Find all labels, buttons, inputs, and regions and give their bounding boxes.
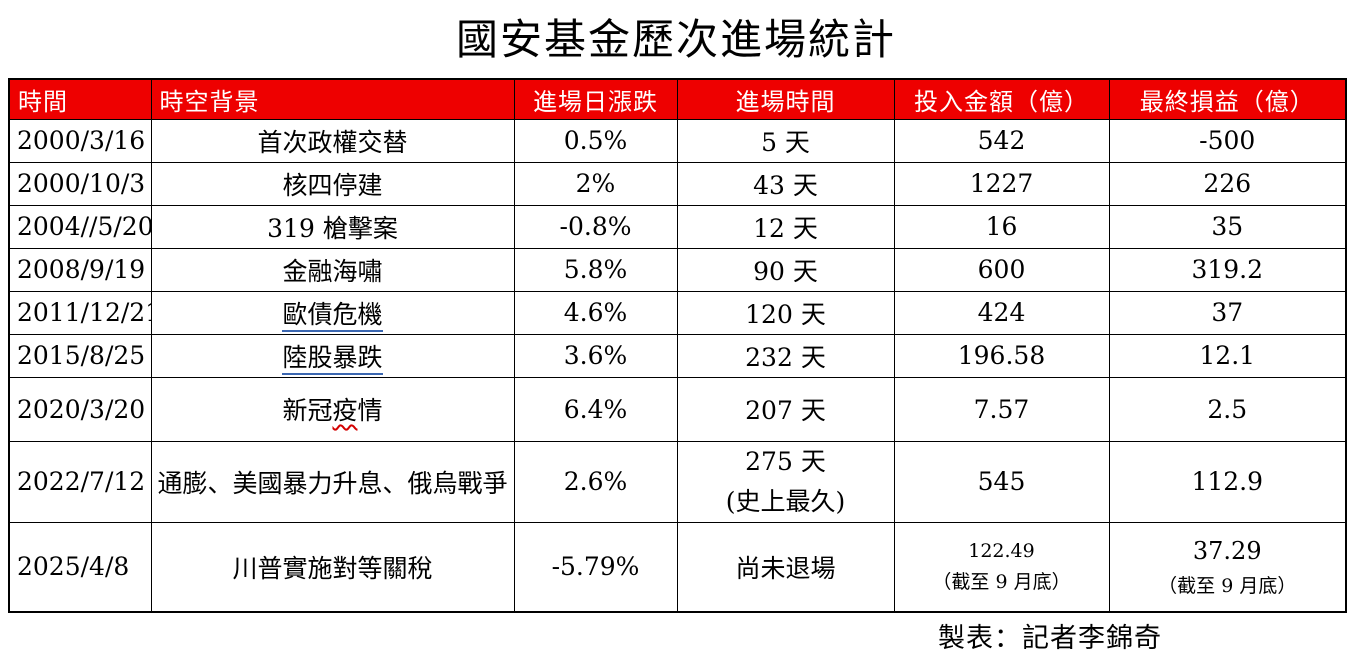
- table-row-2000-10-3: 2000/10/3 核四停建 2% 43 天 1227 226: [8, 161, 1347, 206]
- cell-profit: 2.5: [1108, 376, 1347, 442]
- cell-profit: 37.29 （截至 9 月底）: [1108, 521, 1347, 613]
- cell-amount: 600: [893, 247, 1110, 292]
- col-header-final-profit: 最終損益（億）: [1108, 78, 1347, 120]
- cell-duration: 232 天: [676, 333, 895, 378]
- cell-background: 金融海嘯: [150, 247, 515, 292]
- amount-note: （截至 9 月底）: [932, 570, 1071, 593]
- profit-value: 37.29: [1192, 537, 1262, 566]
- cell-amount: 16: [893, 204, 1110, 249]
- link-china-stock-crash[interactable]: 陸股暴跌: [282, 342, 383, 375]
- cell-day-change: 5.8%: [513, 247, 678, 292]
- table-row-2008-9-19: 2008/9/19 金融海嘯 5.8% 90 天 600 319.2: [8, 247, 1347, 292]
- table-row-2011-12-21: 2011/12/21 歐債危機 4.6% 120 天 424 37: [8, 290, 1347, 335]
- cell-amount: 542: [893, 118, 1110, 163]
- cell-profit: 112.9: [1108, 440, 1347, 523]
- cell-duration: 5 天: [676, 118, 895, 163]
- profit-note: （截至 9 月底）: [1158, 574, 1297, 597]
- table-row-2020-3-20: 2020/3/20 新冠疫情 6.4% 207 天 7.57 2.5: [8, 376, 1347, 442]
- cell-duration: 275 天 (史上最久): [676, 440, 895, 523]
- cell-duration: 90 天: [676, 247, 895, 292]
- cell-background: 319 槍擊案: [150, 204, 515, 249]
- cell-profit: 12.1: [1108, 333, 1347, 378]
- col-header-entry-day-change: 進場日漲跌: [513, 78, 678, 120]
- cell-amount: 1227: [893, 161, 1110, 206]
- cell-amount: 545: [893, 440, 1110, 523]
- cell-day-change: 6.4%: [513, 376, 678, 442]
- cell-date: 2008/9/19: [8, 247, 152, 292]
- nsf-entry-stats-table: 時間 時空背景 進場日漲跌 進場時間 投入金額（億） 最終損益（億） 2000/…: [8, 78, 1347, 613]
- cell-amount: 196.58: [893, 333, 1110, 378]
- cell-duration: 12 天: [676, 204, 895, 249]
- cell-background: 陸股暴跌: [150, 333, 515, 378]
- col-header-entry-duration: 進場時間: [676, 78, 895, 120]
- cell-duration: 120 天: [676, 290, 895, 335]
- cell-day-change: 2.6%: [513, 440, 678, 523]
- cell-duration: 207 天: [676, 376, 895, 442]
- spellcheck-squiggle: 疫: [332, 396, 358, 425]
- cell-date: 2022/7/12: [8, 440, 152, 523]
- cell-day-change: -0.8%: [513, 204, 678, 249]
- cell-date: 2011/12/21: [8, 290, 152, 335]
- cell-profit: 37: [1108, 290, 1347, 335]
- table-row-2015-8-25: 2015/8/25 陸股暴跌 3.6% 232 天 196.58 12.1: [8, 333, 1347, 378]
- col-header-amount-invested: 投入金額（億）: [893, 78, 1110, 120]
- link-euro-debt-crisis[interactable]: 歐債危機: [282, 299, 383, 332]
- cell-day-change: 0.5%: [513, 118, 678, 163]
- cell-background: 新冠疫情: [150, 376, 515, 442]
- cell-profit: -500: [1108, 118, 1347, 163]
- cell-day-change: 2%: [513, 161, 678, 206]
- duration-note: (史上最久): [725, 486, 846, 516]
- cell-profit: 226: [1108, 161, 1347, 206]
- table-row-2025-4-8: 2025/4/8 川普實施對等關稅 -5.79% 尚未退場 122.49 （截至…: [8, 521, 1347, 613]
- amount-value: 122.49: [968, 540, 1035, 563]
- credit-line: 製表：記者李錦奇: [938, 623, 1162, 654]
- cell-background: 通膨、美國暴力升息、俄烏戰爭: [150, 440, 515, 523]
- cell-profit: 319.2: [1108, 247, 1347, 292]
- col-header-background: 時空背景: [150, 78, 515, 120]
- cell-background: 核四停建: [150, 161, 515, 206]
- cell-date: 2004//5/20: [8, 204, 152, 249]
- cell-background: 歐債危機: [150, 290, 515, 335]
- table-row-2022-7-12: 2022/7/12 通膨、美國暴力升息、俄烏戰爭 2.6% 275 天 (史上最…: [8, 440, 1347, 523]
- cell-date: 2015/8/25: [8, 333, 152, 378]
- col-header-time: 時間: [8, 78, 152, 120]
- table-row-2004-5-20: 2004//5/20 319 槍擊案 -0.8% 12 天 16 35: [8, 204, 1347, 249]
- cell-amount: 424: [893, 290, 1110, 335]
- cell-day-change: -5.79%: [513, 521, 678, 613]
- cell-date: 2000/10/3: [8, 161, 152, 206]
- cell-date: 2020/3/20: [8, 376, 152, 442]
- cell-amount: 122.49 （截至 9 月底）: [893, 521, 1110, 613]
- cell-date: 2000/3/16: [8, 118, 152, 163]
- table-header-row: 時間 時空背景 進場日漲跌 進場時間 投入金額（億） 最終損益（億）: [8, 78, 1347, 120]
- cell-background: 首次政權交替: [150, 118, 515, 163]
- cell-duration: 43 天: [676, 161, 895, 206]
- cell-amount: 7.57: [893, 376, 1110, 442]
- page-title: 國安基金歷次進場統計: [455, 15, 896, 64]
- table-row-2000-3-16: 2000/3/16 首次政權交替 0.5% 5 天 542 -500: [8, 118, 1347, 163]
- cell-day-change: 3.6%: [513, 333, 678, 378]
- cell-background: 川普實施對等關稅: [150, 521, 515, 613]
- cell-date: 2025/4/8: [8, 521, 152, 613]
- duration-days: 275 天: [745, 446, 826, 476]
- cell-duration: 尚未退場: [676, 521, 895, 613]
- cell-profit: 35: [1108, 204, 1347, 249]
- cell-day-change: 4.6%: [513, 290, 678, 335]
